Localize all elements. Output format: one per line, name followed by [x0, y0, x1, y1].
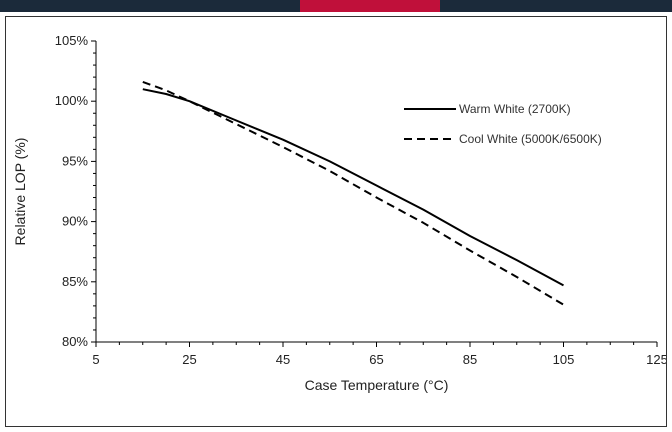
y-tick-label: 90%	[62, 214, 88, 229]
y-tick-label: 105%	[55, 33, 89, 48]
series-line-warm-white	[142, 88, 564, 287]
x-tick-label: 105	[553, 352, 575, 367]
x-tick-label: 25	[182, 352, 196, 367]
y-tick-label: 95%	[62, 153, 88, 168]
chart-frame: 80% 85% 90% 95% 100% 105% 5 25 45 65 85 105 125 Warm…	[5, 16, 667, 427]
x-tick-label: 125	[646, 352, 666, 367]
legend-label: Cool White (5000K/6500K)	[459, 132, 602, 146]
y-tick-label: 100%	[55, 93, 89, 108]
x-axis-title: Case Temperature (°C)	[305, 377, 449, 393]
series-group	[142, 80, 565, 306]
y-axis-title: Relative LOP (%)	[12, 138, 28, 246]
x-tick-label: 5	[92, 352, 99, 367]
chart: 80% 85% 90% 95% 100% 105% 5 25 45 65 85 105 125 Warm…	[12, 33, 666, 393]
y-tick-label: 85%	[62, 274, 88, 289]
legend-label: Warm White (2700K)	[459, 102, 571, 116]
x-tick-label: 85	[463, 352, 477, 367]
legend: Warm White (2700K) Cool White (5000K/6500…	[404, 102, 602, 146]
axes: 80% 85% 90% 95% 100% 105% 5 25 45 65 85 105 125	[55, 33, 666, 367]
header-strip	[0, 0, 672, 12]
x-tick-label: 65	[369, 352, 383, 367]
header-accent	[300, 0, 440, 12]
y-tick-label: 80%	[62, 334, 88, 349]
series-line-cool-white	[142, 80, 565, 306]
x-tick-label: 45	[276, 352, 290, 367]
